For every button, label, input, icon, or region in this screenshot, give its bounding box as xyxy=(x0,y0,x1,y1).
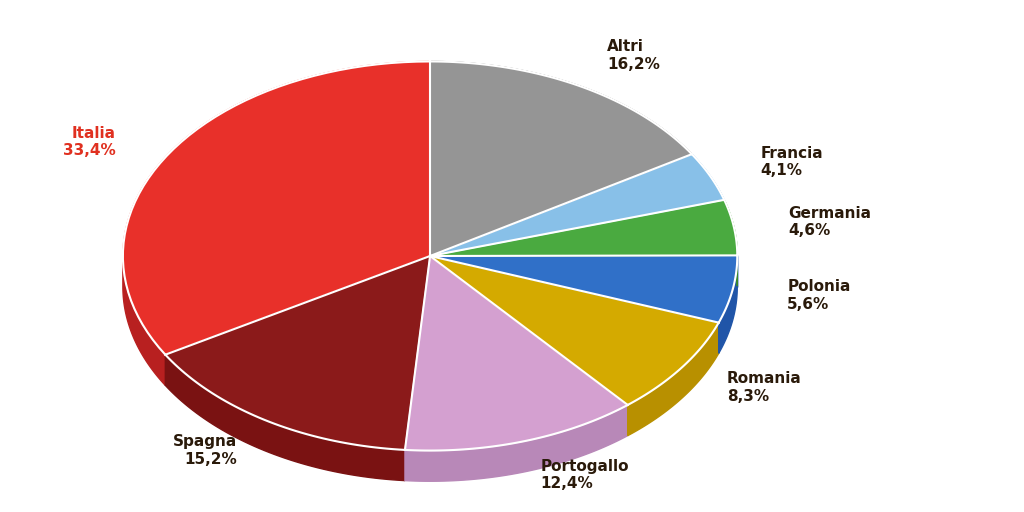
Polygon shape xyxy=(430,256,719,405)
Polygon shape xyxy=(165,355,404,481)
Text: Germania
4,6%: Germania 4,6% xyxy=(788,206,871,239)
Text: Francia
4,1%: Francia 4,1% xyxy=(761,146,823,178)
Polygon shape xyxy=(404,256,628,451)
Polygon shape xyxy=(430,200,737,256)
Text: Italia
33,4%: Italia 33,4% xyxy=(62,126,116,158)
Polygon shape xyxy=(430,255,737,323)
Polygon shape xyxy=(123,256,165,386)
Polygon shape xyxy=(404,405,628,481)
Text: Spagna
15,2%: Spagna 15,2% xyxy=(173,434,238,466)
Polygon shape xyxy=(724,200,737,286)
Polygon shape xyxy=(719,256,737,353)
Polygon shape xyxy=(165,256,430,450)
Text: Polonia
5,6%: Polonia 5,6% xyxy=(787,280,851,312)
Polygon shape xyxy=(430,61,692,256)
Polygon shape xyxy=(123,61,430,355)
Text: Romania
8,3%: Romania 8,3% xyxy=(727,371,802,404)
Polygon shape xyxy=(430,61,692,185)
Polygon shape xyxy=(692,154,724,230)
Polygon shape xyxy=(430,154,724,256)
Polygon shape xyxy=(628,323,719,436)
Text: Altri
16,2%: Altri 16,2% xyxy=(607,39,659,72)
Text: Portogallo
12,4%: Portogallo 12,4% xyxy=(540,459,629,491)
